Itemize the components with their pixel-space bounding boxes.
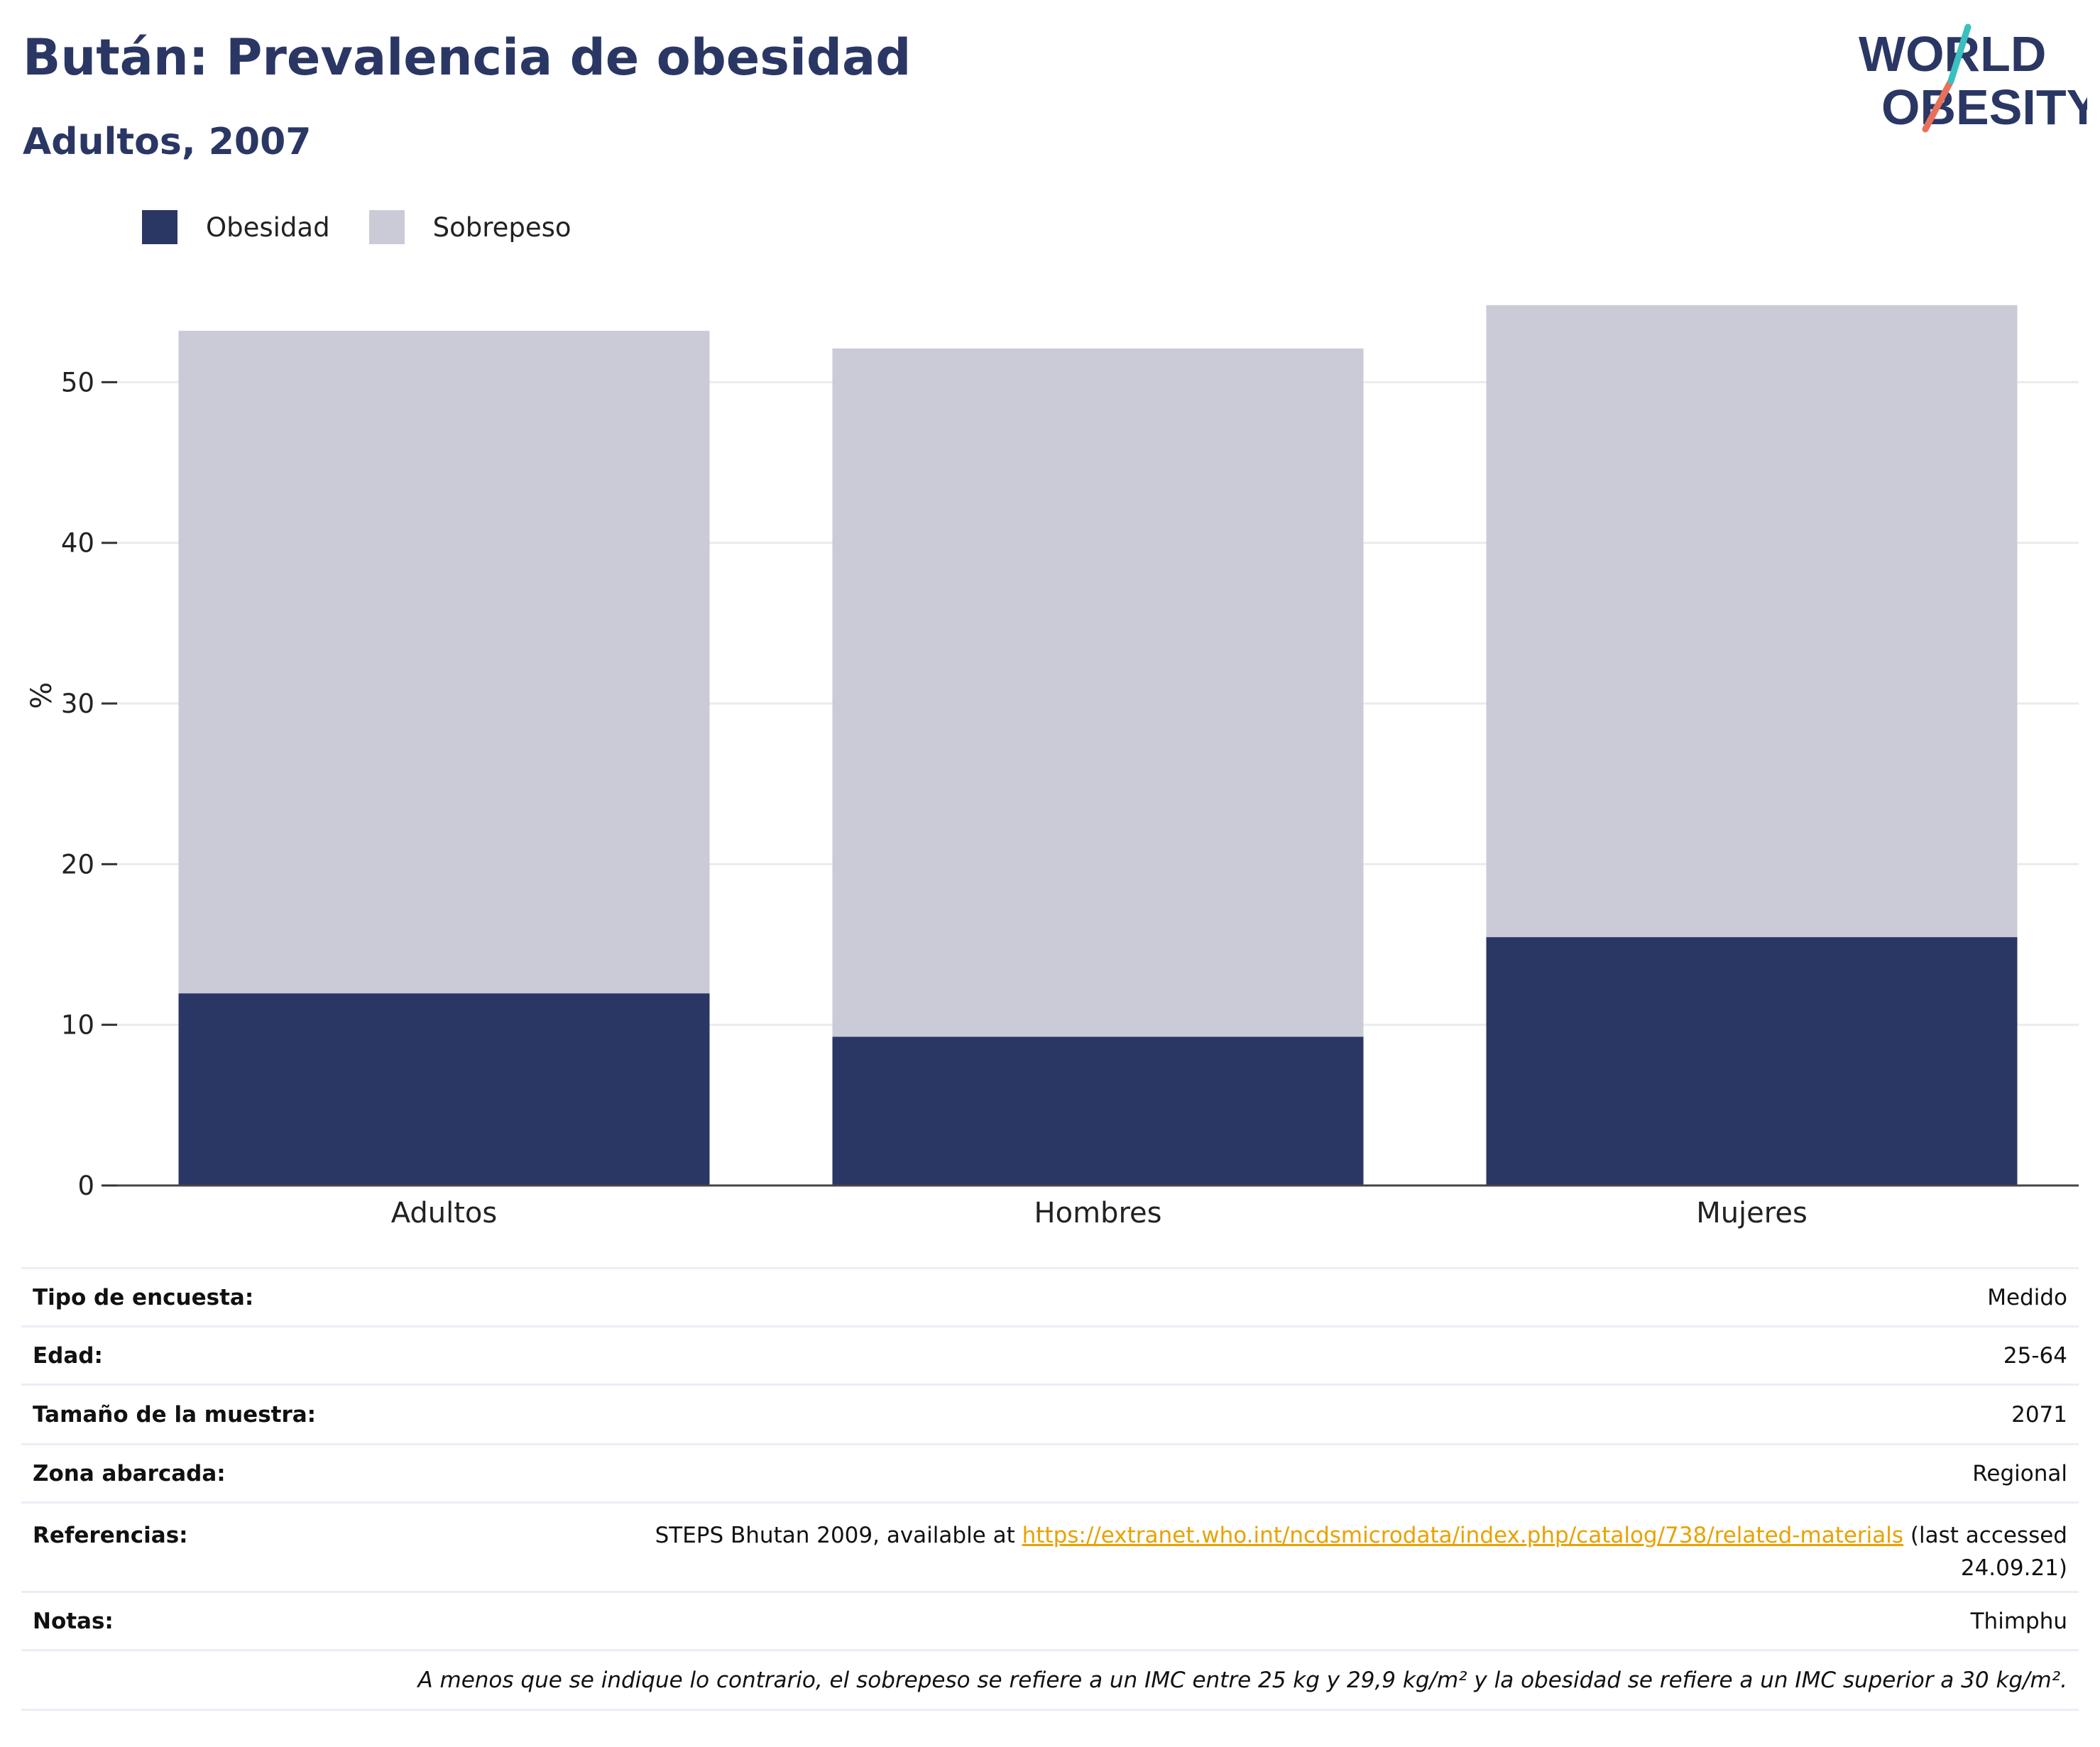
info-row-notes: Notas: Thimphu	[21, 1591, 2079, 1650]
info-label: Edad:	[21, 1325, 413, 1385]
reference-link[interactable]: https://extranet.who.int/ncdsmicrodata/i…	[1022, 1523, 1904, 1548]
y-tick-label: 40	[61, 528, 94, 559]
y-axis-label: %	[26, 682, 58, 709]
info-row-survey-type: Tipo de encuesta: Medido	[21, 1267, 2079, 1327]
logo-line2: OBESITY	[1881, 80, 2087, 135]
info-row-area: Zona abarcada: Regional	[21, 1443, 2079, 1503]
bar-obesidad-adultos	[178, 992, 710, 1186]
x-tick-label: Mujeres	[1696, 1197, 1808, 1230]
y-tick-label: 10	[61, 1010, 94, 1041]
bar-sobrepeso-hombres	[832, 348, 1364, 1037]
bar-sobrepeso-mujeres	[1486, 305, 2018, 938]
info-row-sample-size: Tamaño de la muestra: 2071	[21, 1384, 2079, 1445]
info-value: Thimphu	[413, 1591, 2079, 1650]
stacked-bar-chart: 0 10 20 30 40 50% Adultos Hombres Mujeres	[26, 305, 2079, 1230]
legend-label-sobrepeso: Sobrepeso	[432, 212, 572, 243]
info-row-age: Edad: 25-64	[21, 1325, 2079, 1385]
y-tick-label: 30	[61, 689, 94, 719]
legend-item-obesidad[interactable]: Obesidad	[142, 210, 330, 244]
chart-subtitle: Adultos, 2007	[23, 121, 312, 163]
chart-legend: Obesidad Sobrepeso	[142, 210, 611, 244]
y-tick-label: 0	[77, 1171, 94, 1201]
x-tick-label: Adultos	[391, 1197, 498, 1230]
info-label: Tamaño de la muestra:	[21, 1384, 413, 1445]
info-value: Regional	[413, 1443, 2079, 1503]
legend-swatch-sobrepeso	[368, 210, 405, 244]
info-label: Notas:	[21, 1591, 413, 1650]
reference-accessed: (last accessed	[1903, 1523, 2067, 1548]
info-row-footnote: A menos que se indique lo contrario, el …	[21, 1649, 2079, 1711]
info-value: 2071	[413, 1384, 2079, 1445]
survey-info-table: Tipo de encuesta: Medido Edad: 25-64 Tam…	[21, 1267, 2079, 1711]
chart-title: Bután: Prevalencia de obesidad	[23, 28, 912, 87]
bar-obesidad-hombres	[832, 1036, 1364, 1186]
bar-obesidad-mujeres	[1486, 936, 2018, 1186]
info-row-references: Referencias: STEPS Bhutan 2009, availabl…	[21, 1501, 2079, 1592]
info-label: Zona abarcada:	[21, 1443, 413, 1503]
legend-swatch-obesidad	[142, 210, 177, 244]
info-label: Tipo de encuesta:	[21, 1267, 413, 1327]
info-value: 25-64	[413, 1325, 2079, 1385]
info-value: STEPS Bhutan 2009, available at https://…	[413, 1501, 2079, 1592]
x-tick-label: Hombres	[1034, 1197, 1162, 1230]
footnote: A menos que se indique lo contrario, el …	[21, 1649, 2079, 1711]
y-tick-label: 50	[61, 367, 94, 398]
legend-label-obesidad: Obesidad	[206, 212, 330, 243]
legend-item-sobrepeso[interactable]: Sobrepeso	[368, 210, 572, 244]
reference-accessed-date: 24.09.21)	[1960, 1555, 2067, 1581]
info-label: Referencias:	[21, 1501, 413, 1592]
y-tick-label: 20	[61, 849, 94, 880]
reference-text: STEPS Bhutan 2009, available at	[655, 1523, 1022, 1548]
info-value: Medido	[413, 1267, 2079, 1327]
world-obesity-logo: WORLD OBESITY	[1859, 23, 2087, 135]
bar-sobrepeso-adultos	[178, 331, 710, 994]
